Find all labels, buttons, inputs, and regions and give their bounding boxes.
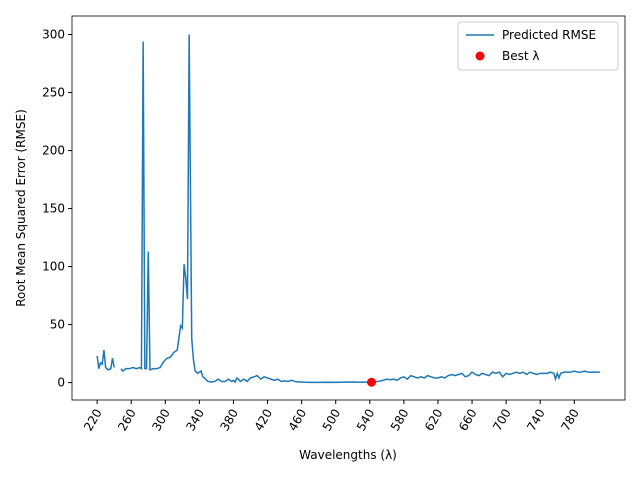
x-tick-label: 660	[456, 407, 480, 434]
legend-label: Predicted RMSE	[502, 28, 596, 42]
x-tick-label: 340	[183, 407, 207, 434]
x-tick-label: 500	[320, 407, 344, 434]
y-tick-label: 50	[50, 318, 65, 332]
y-tick-label: 300	[42, 28, 65, 42]
x-tick-label: 380	[217, 407, 241, 434]
legend-label: Best λ	[502, 49, 540, 63]
x-tick-label: 540	[354, 407, 378, 434]
x-tick-label: 700	[490, 407, 514, 434]
x-tick-label: 460	[286, 407, 310, 434]
x-tick-label: 260	[115, 407, 139, 434]
y-tick-label: 150	[42, 202, 65, 216]
y-tick-label: 250	[42, 86, 65, 100]
x-tick-label: 220	[81, 407, 105, 434]
x-tick-label: 580	[388, 407, 412, 434]
axes-frame	[71, 15, 626, 401]
y-axis-label: Root Mean Squared Error (RMSE)	[14, 109, 28, 307]
x-tick-label: 780	[558, 407, 582, 434]
x-tick-label: 420	[252, 407, 276, 434]
x-axis-label: Wavelengths (λ)	[299, 448, 397, 462]
data-line	[96, 34, 600, 384]
x-tick-label: 740	[524, 407, 548, 434]
y-tick-label: 100	[42, 260, 65, 274]
legend: Predicted RMSE Best λ	[457, 21, 619, 71]
x-tick-label: 300	[149, 407, 173, 434]
legend-box	[457, 21, 619, 71]
y-tick-label: 200	[42, 144, 65, 158]
legend-marker	[475, 51, 485, 61]
y-tick-label: 0	[57, 376, 65, 390]
data-point	[367, 377, 377, 387]
x-tick-label: 620	[422, 407, 446, 434]
